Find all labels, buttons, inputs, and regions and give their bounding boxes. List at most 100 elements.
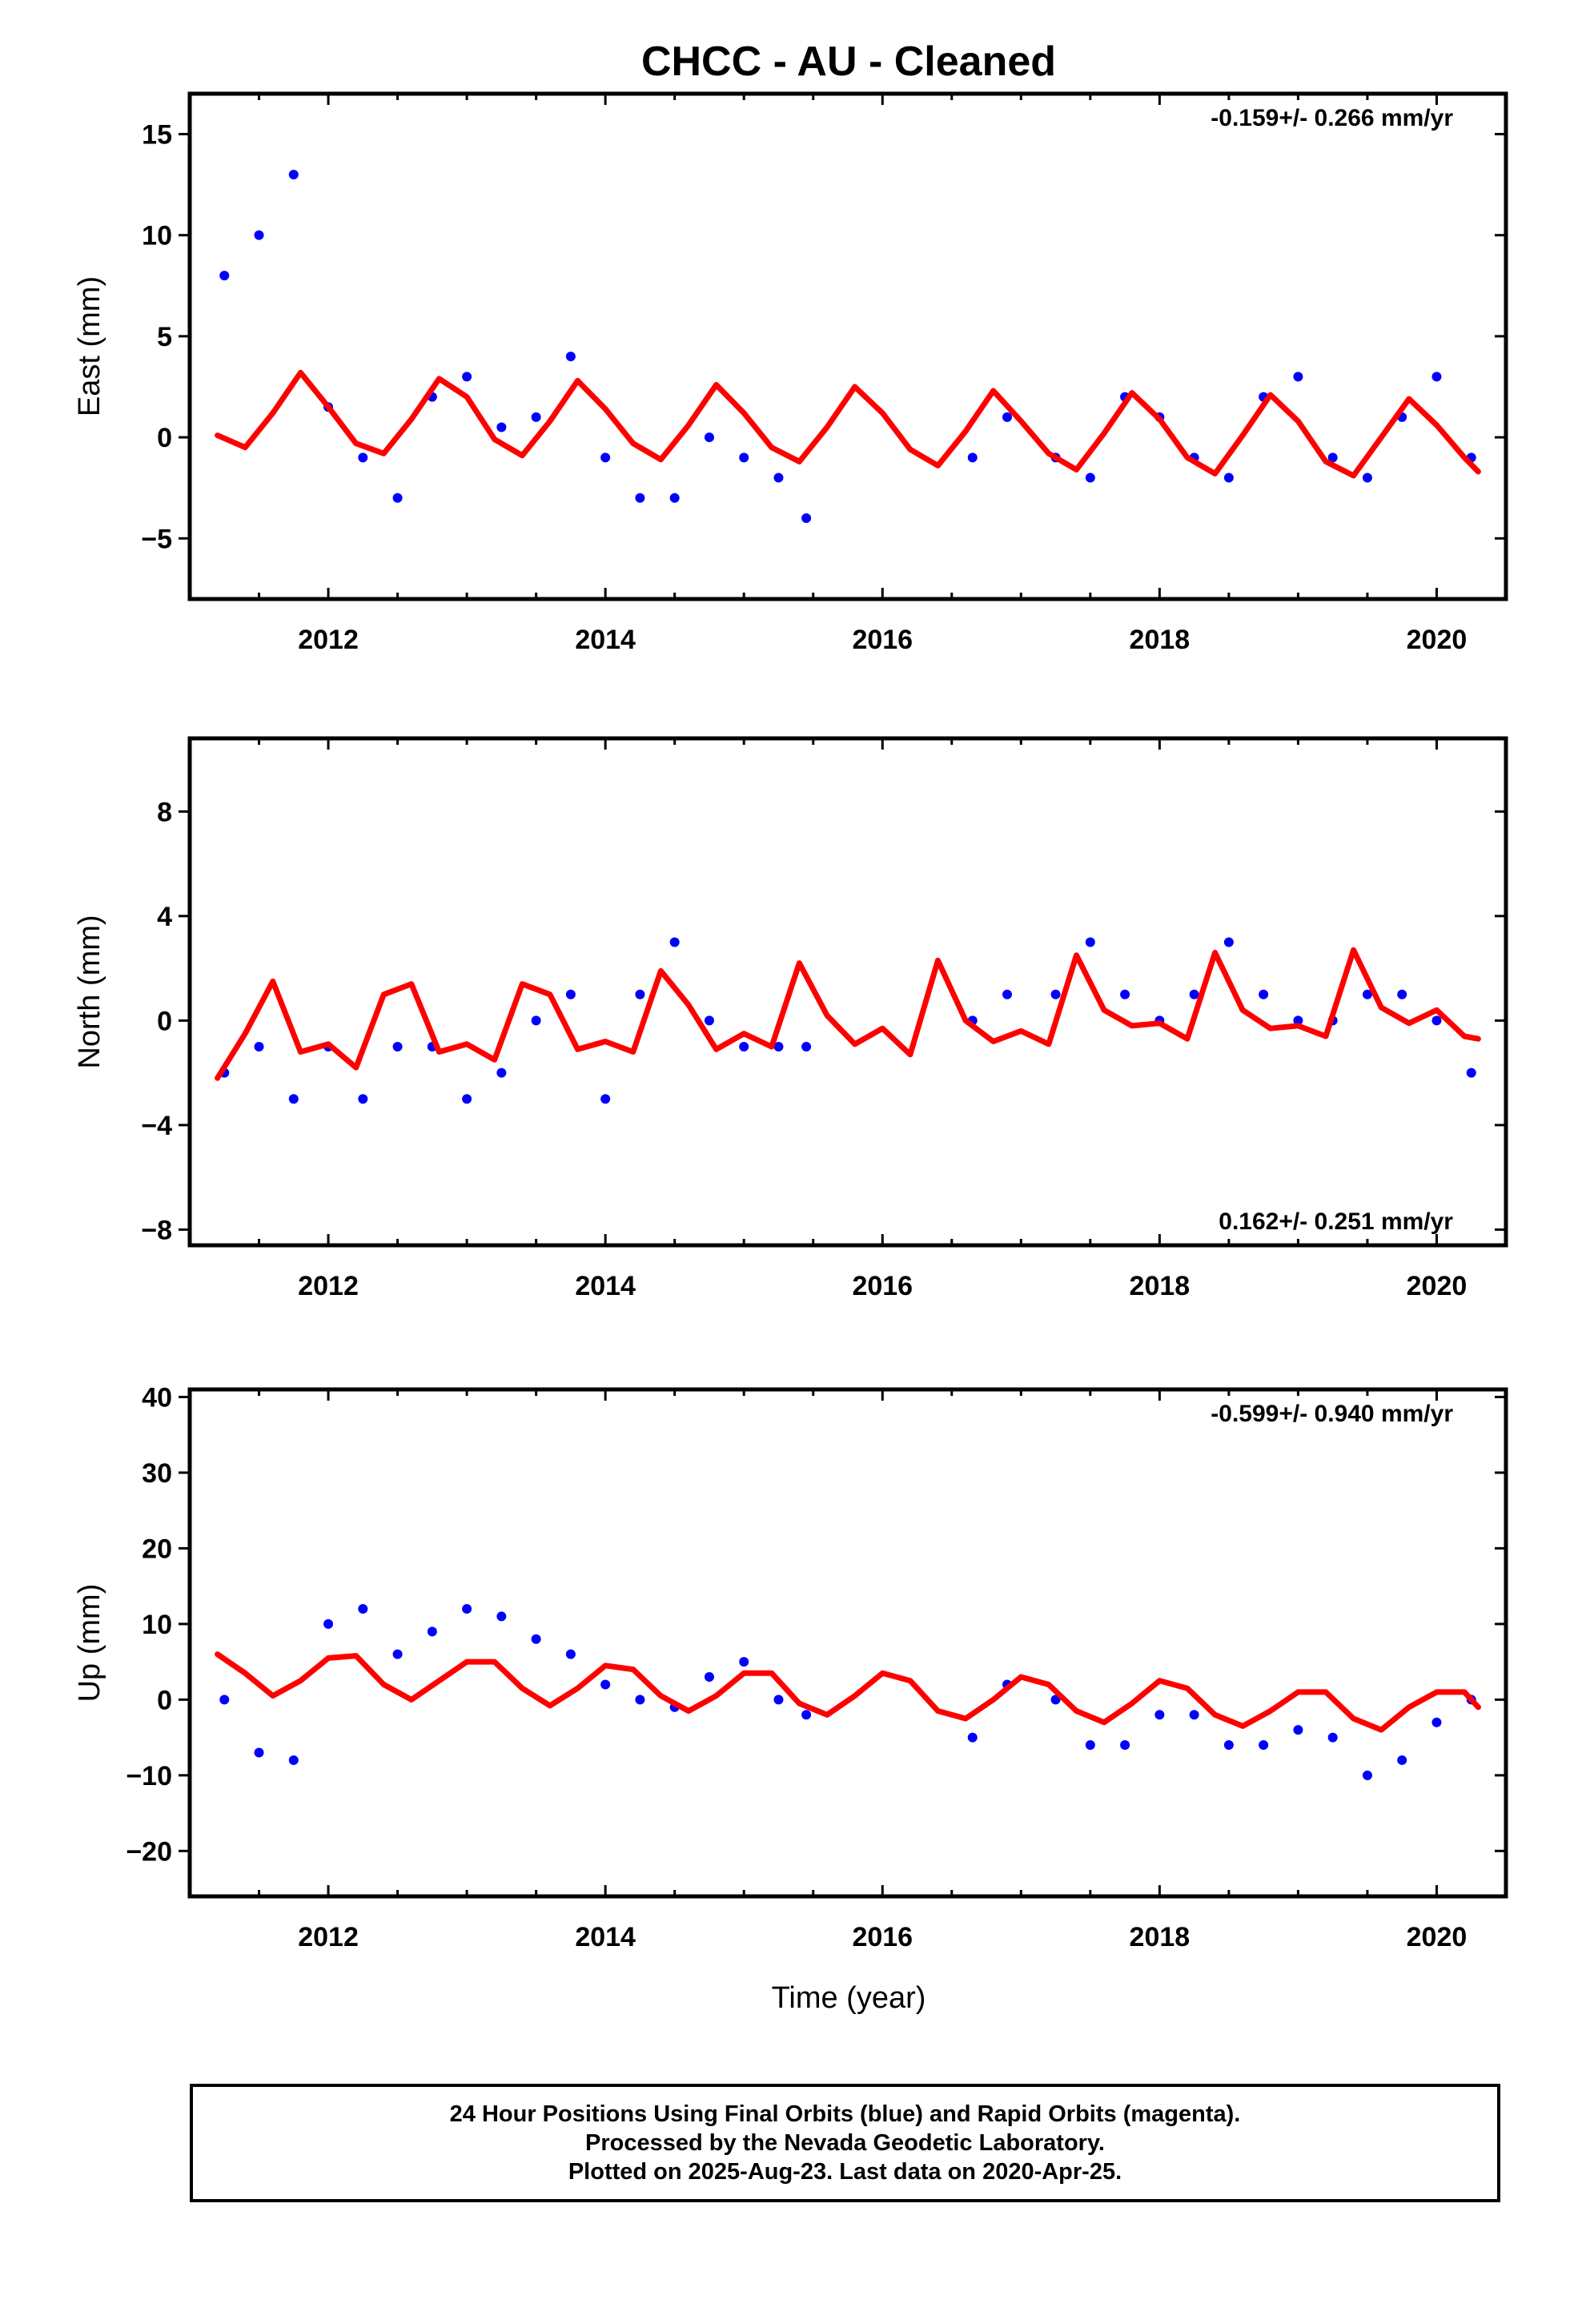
up-position-point [1293,1725,1303,1735]
east-y-axis-label: East (mm) [73,276,106,416]
up-plot-frame [187,1387,1508,1899]
up-x-tick-label: 2020 [1407,1922,1468,1952]
north-y-tick-label: −8 [141,1215,172,1245]
east-position-point [565,352,576,362]
north-position-point [392,1042,403,1052]
north-position-point [1223,937,1234,947]
up-position-point [219,1695,230,1705]
x-axis-label: Time (year) [772,1981,926,2015]
north-x-tick-label: 2020 [1407,1271,1468,1301]
up-y-tick-label: 20 [142,1534,172,1564]
east-y-tick-label: 10 [142,221,172,251]
north-position-point [1431,1015,1442,1026]
east-position-point [1223,472,1234,483]
north-x-tick-label: 2012 [298,1271,359,1301]
north-position-point [1002,989,1013,999]
up-position-point [1154,1710,1165,1720]
north-y-tick-label: 4 [157,902,172,932]
north-position-point [288,1094,299,1104]
north-position-point [462,1094,472,1104]
east-position-point [254,230,264,240]
north-rate-label: 0.162+/- 0.251 mm/yr [1219,1208,1453,1235]
east-position-point [1085,472,1095,483]
panels: 2012 2014 2016 2018 2020 −5 0 5 10 15 East (mm) -0.… [73,91,1508,1952]
north-position-point [635,989,645,999]
up-position-point [1431,1717,1442,1727]
up-x-tick-label: 2012 [298,1922,359,1952]
north-position-point [1259,989,1269,999]
east-position-point [1293,372,1303,382]
east-position-point [967,452,978,463]
east-position-point [496,422,507,432]
east-x-tick-label: 2012 [298,625,359,655]
east-position-point [704,432,714,443]
up-position-point [254,1747,264,1758]
north-position-point [565,989,576,999]
up-y-tick-label: −20 [126,1836,172,1867]
up-y-tick-label: 30 [142,1458,172,1489]
north-position-point [801,1042,812,1052]
up-y-tick-label: 40 [142,1382,172,1413]
up-position-point [1223,1740,1234,1751]
north-position-point [600,1094,611,1104]
north-position-point [1050,989,1061,999]
up-rate-label: -0.599+/- 0.940 mm/yr [1211,1401,1453,1427]
east-position-point [358,452,368,463]
north-position-point [669,937,680,947]
north-position-point [704,1015,714,1026]
east-data-layer [215,169,1481,524]
north-y-axis-label: North (mm) [73,915,106,1068]
east-rate-label: -0.159+/- 0.266 mm/yr [1211,105,1453,131]
up-position-point [739,1657,749,1667]
up-position-point [427,1626,437,1637]
up-position-point [967,1732,978,1743]
north-position-point [1120,989,1130,999]
up-position-point [462,1603,472,1614]
up-position-point [1120,1740,1130,1751]
up-y-tick-label: 10 [142,1610,172,1640]
east-position-point [1431,372,1442,382]
east-y-tick-label: 0 [157,423,172,453]
east-x-tick-label: 2018 [1130,625,1191,655]
east-position-point [219,271,230,281]
north-x-tick-label: 2014 [575,1271,636,1301]
up-x-tick-label: 2014 [575,1922,636,1952]
up-position-point [773,1695,784,1705]
footer-line-3: Plotted on 2025-Aug-23. Last data on 202… [568,2159,1122,2185]
east-position-point [773,472,784,483]
up-y-axis-label: Up (mm) [73,1584,106,1703]
up-position-point [635,1695,645,1705]
north-x-tick-label: 2016 [852,1271,913,1301]
east-position-point [462,372,472,382]
east-x-tick-label: 2016 [852,625,913,655]
east-position-point [1002,412,1013,422]
up-y-tick-label: 0 [157,1685,172,1715]
up-position-point [323,1618,334,1629]
footer-line-2: Processed by the Nevada Geodetic Laborat… [585,2130,1105,2156]
north-data-layer [215,937,1481,1104]
north-position-point [1189,989,1199,999]
north-position-point [1397,989,1407,999]
north-panel: 2012 2014 2016 2018 2020 −8 −4 0 4 8 North (mm) 0.1… [73,736,1508,1301]
up-data-layer [215,1603,1481,1780]
north-position-point [496,1068,507,1078]
footer-line-1: 24 Hour Positions Using Final Orbits (bl… [449,2101,1241,2127]
north-position-point [1362,989,1372,999]
north-y-tick-label: 8 [157,797,172,827]
east-panel: 2012 2014 2016 2018 2020 −5 0 5 10 15 East (mm) -0.… [73,91,1508,655]
up-position-point [1085,1740,1095,1751]
up-position-point [496,1611,507,1622]
east-position-point [1362,472,1372,483]
up-position-point [704,1672,714,1683]
up-position-point [1362,1770,1372,1780]
north-position-point [1085,937,1095,947]
up-x-tick-label: 2016 [852,1922,913,1952]
north-x-tick-label: 2018 [1130,1271,1191,1301]
up-position-point [1327,1732,1338,1743]
north-position-point [773,1042,784,1052]
up-position-point [1397,1755,1407,1765]
north-y-tick-label: −4 [141,1111,172,1141]
up-position-point [288,1755,299,1765]
east-position-point [531,412,541,422]
up-panel: 2012 2014 2016 2018 2020 −20 −10 0 10 20 30 40 Up (m… [73,1382,1508,1952]
